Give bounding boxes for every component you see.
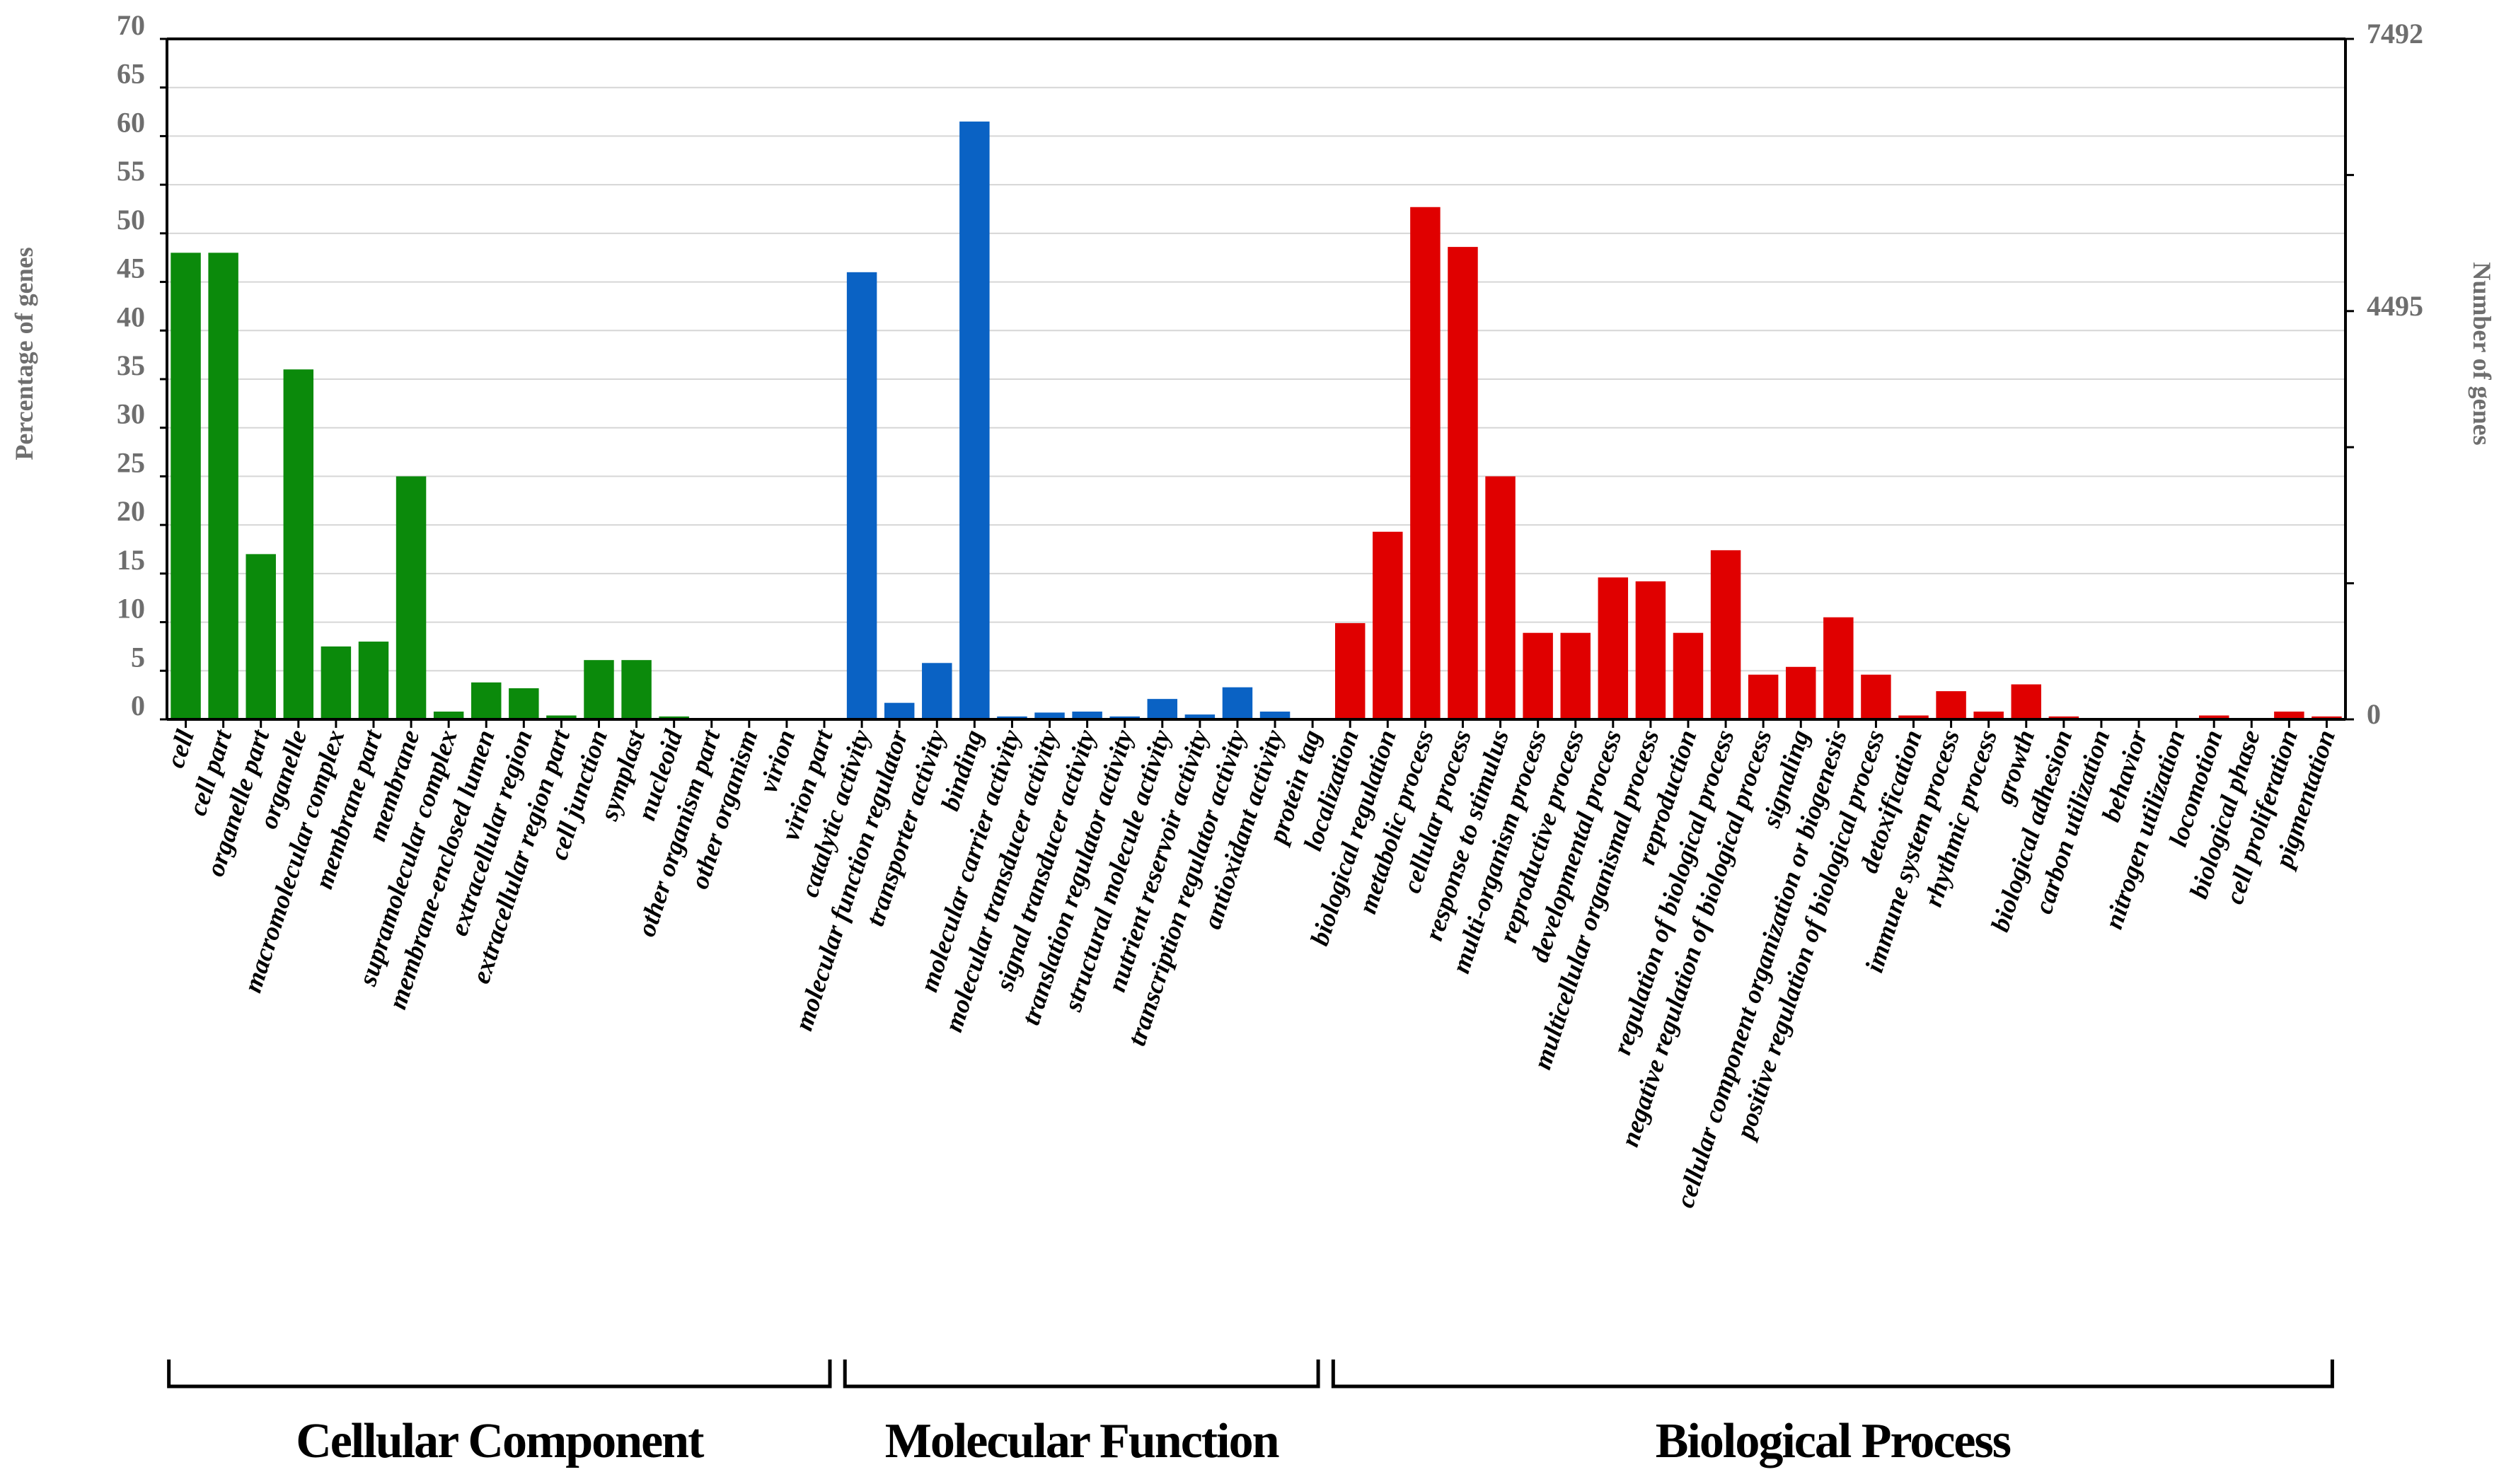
- bar: [1635, 581, 1666, 719]
- bar: [997, 716, 1027, 719]
- bar: [1259, 712, 1291, 719]
- bar: [1523, 632, 1553, 719]
- y-tick-label: 30: [117, 398, 145, 430]
- bar: [1936, 691, 1966, 719]
- bar: [884, 702, 915, 719]
- bar: [1598, 577, 1629, 719]
- bar: [471, 682, 502, 719]
- bar: [321, 646, 352, 719]
- bar: [1034, 712, 1065, 719]
- y-axis-title: Percentage of genes: [10, 247, 38, 460]
- bar: [584, 660, 614, 719]
- group-bracket: [1331, 1360, 2334, 1389]
- bar: [1973, 712, 2004, 719]
- y-tick-label: 70: [117, 9, 145, 41]
- y-tick-label: 50: [117, 204, 145, 236]
- y-tick-label: 60: [117, 106, 145, 138]
- left-tick-labels: 0 5 10 15 20 25 30 35 40 45 50 55 60 65 70: [117, 9, 167, 721]
- bar: [1334, 622, 1366, 719]
- right-tick-label: 4495: [2367, 290, 2423, 322]
- bar: [1861, 674, 1891, 719]
- group-brackets: Cellular Component Molecular Function Biol…: [167, 1360, 2334, 1468]
- group-label: Cellular Component: [296, 1414, 704, 1468]
- bar: [2011, 684, 2042, 719]
- y-tick-label: 35: [117, 349, 145, 381]
- y-tick-label: 15: [117, 544, 145, 576]
- bar: [1147, 699, 1178, 719]
- bar: [1710, 550, 1741, 719]
- bar: [246, 554, 276, 719]
- bar: [546, 715, 577, 719]
- bar: [1410, 207, 1441, 719]
- y-tick-label: 45: [117, 253, 145, 284]
- y-axis-title-right: Number of genes: [2468, 262, 2496, 445]
- group-bracket: [167, 1360, 832, 1389]
- bar: [1823, 617, 1854, 719]
- bar: [1673, 632, 1704, 719]
- group-bracket: [843, 1360, 1320, 1389]
- y-tick-label: 20: [117, 495, 145, 527]
- bar: [621, 660, 652, 719]
- bar: [1222, 687, 1253, 719]
- bar: [1072, 712, 1102, 719]
- bar: [1184, 714, 1216, 719]
- bar: [283, 369, 314, 719]
- bar: [1485, 476, 1516, 719]
- bar: [509, 688, 539, 719]
- y-tick-label: 5: [131, 641, 145, 673]
- bar: [358, 642, 389, 719]
- bar: [396, 476, 427, 719]
- bar: [2198, 715, 2229, 719]
- bar: [2274, 712, 2304, 719]
- bar: [208, 253, 238, 719]
- bars: [171, 121, 2342, 720]
- bar: [2312, 716, 2342, 719]
- bar: [1560, 632, 1591, 719]
- bar: [1448, 247, 1478, 719]
- right-tick-labels: 7492 4495 0: [2345, 18, 2423, 730]
- gridlines: [167, 86, 2345, 672]
- right-tick-label: 0: [2367, 698, 2381, 730]
- bar: [846, 272, 877, 719]
- y-tick-label: 10: [117, 593, 145, 625]
- bar: [1109, 716, 1140, 719]
- bar: [1898, 715, 1929, 719]
- bar: [959, 121, 990, 720]
- bar: [171, 253, 201, 719]
- bar: [1373, 531, 1403, 719]
- bar: [1786, 666, 1816, 719]
- bar: [922, 663, 952, 719]
- bar: [1748, 674, 1779, 719]
- right-tick-label: 7492: [2367, 18, 2423, 50]
- y-tick-label: 55: [117, 155, 145, 187]
- bar: [2048, 716, 2079, 719]
- group-label: Molecular Function: [885, 1414, 1279, 1468]
- group-label: Biological Process: [1656, 1414, 2011, 1468]
- y-tick-label: 0: [131, 690, 145, 721]
- bar: [659, 716, 689, 719]
- y-tick-label: 25: [117, 446, 145, 478]
- category-label: cell: [161, 726, 201, 771]
- y-tick-label: 65: [117, 58, 145, 90]
- bar: [433, 712, 464, 719]
- y-tick-label: 40: [117, 301, 145, 332]
